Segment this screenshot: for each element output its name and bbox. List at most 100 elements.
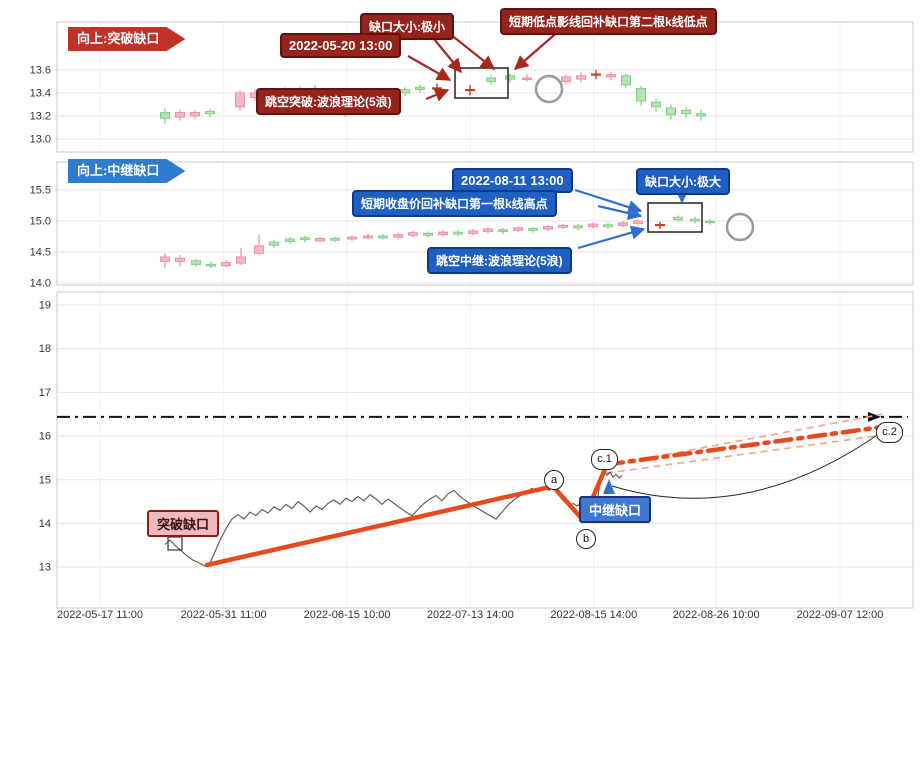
continuation-theory-label: 跳空中继:波浪理论(5浪) [427,247,572,274]
candle-body [408,232,418,236]
candle-body [235,92,245,108]
y-tick-label: 14 [39,518,51,530]
candle-body [160,112,170,119]
annotation-arrow-red [425,88,450,102]
candle-body [175,257,185,262]
y-tick-label: 13.4 [30,87,51,99]
candle-body [400,89,410,94]
y-tick-label: 13 [39,562,51,574]
candle-body [681,109,691,115]
x-tick-label: 2022-06-15 10:00 [304,609,391,621]
candle-body [468,230,478,234]
candle-body [221,262,231,267]
candle-body [618,222,628,226]
y-tick-label: 13.6 [30,64,51,76]
wave-marker-a: a [544,470,564,490]
continuation-gap-tag: 中继缺口 [579,496,652,523]
candle-body [558,224,568,228]
y-tick-label: 14.5 [30,247,51,259]
candle-body [330,237,340,241]
candle-body [522,77,532,81]
panel-border [56,161,914,286]
wave-marker-c2: c.2 [876,422,903,443]
candle-body [513,227,523,231]
direction-label-breakout: 向上:突破缺口 [68,27,186,51]
candle-body [528,227,538,231]
breakout-note-label: 短期低点影线回补缺口第二根k线低点 [500,8,717,35]
candle-body [300,237,310,241]
candle-body [378,235,388,239]
annotation-arrow-red [407,55,452,81]
continuation-note-label: 短期收盘价回补缺口第一根k线高点 [352,190,557,217]
candle-body [666,107,676,116]
candle-body [673,216,683,221]
y-tick-label: 18 [39,343,51,355]
candle-body [633,220,643,224]
breakout-theory-label: 跳空突破:波浪理论(5浪) [256,88,401,115]
y-tick-label: 15.0 [30,216,51,228]
candle-body [651,101,661,108]
candle-body [690,218,700,222]
candle-body [606,74,616,78]
wave-marker-c1: c.1 [591,449,618,470]
candle-body [363,235,373,239]
candle-body [285,238,295,242]
gap-highlight-box [454,67,509,99]
candle-body [191,260,201,265]
panel-border [56,21,914,153]
candle-body [603,224,613,228]
x-tick-label: 2022-05-17 11:00 [57,609,143,621]
gap-fill-circle [725,212,755,242]
wave-marker-b: b [576,529,596,549]
gap-up-arrow-icon [603,479,615,494]
candle-body [205,110,215,115]
x-tick-label: 2022-05-31 11:00 [181,609,267,621]
annotation-arrow-blue [577,225,646,250]
x-tick-label: 2022-08-15 14:00 [550,609,637,621]
candle-body [705,220,715,224]
candle-body [576,75,586,80]
candle-body [315,237,325,242]
candle-body [175,112,185,118]
candle-body [636,87,646,102]
annotation-arrow-red [449,33,496,70]
annotation-arrow-blue [597,204,643,221]
price-line [164,470,623,567]
candle-body [393,234,403,238]
candle-body [573,225,583,229]
candle-body [453,231,463,235]
candle-body [423,232,433,236]
gap-fill-circle [534,74,564,104]
breakout-gap-tag: 突破缺口 [147,510,220,537]
candle-body [543,226,553,230]
candle-body [505,75,515,80]
annotation-arrow-red [429,33,462,74]
direction-label-continuation: 向上:中继缺口 [68,159,186,183]
y-tick-label: 13.0 [30,134,51,146]
candle-body [347,236,357,240]
candle-body [498,229,508,233]
breakout-gap-marker [167,536,183,551]
y-tick-label: 15.5 [30,185,51,197]
annotation-arrow-red [513,29,561,70]
trend-projection-line [604,424,889,467]
candle-body [483,228,493,233]
candle-body [190,112,200,117]
candle-body [438,231,448,236]
candle-body [561,76,571,82]
candle-body [415,86,425,91]
continuation-gap-size-label: 缺口大小:极大 [636,168,730,195]
candle-body [696,113,706,117]
arc-connector [611,430,884,499]
candle-body [588,223,598,228]
breakout-datetime-label: 2022-05-20 13:00 [280,33,402,58]
candle-body [254,245,264,254]
continuation-datetime-label: 2022-08-11 13:00 [452,168,573,193]
candle-body [160,256,170,262]
y-tick-label: 16 [39,431,51,443]
projection-dashed-line [605,434,883,475]
candle-body [486,77,496,82]
x-tick-label: 2022-07-13 14:00 [427,609,514,621]
